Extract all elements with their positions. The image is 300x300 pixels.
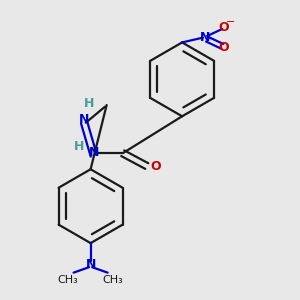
Text: O: O — [151, 160, 161, 172]
Text: N: N — [200, 31, 210, 44]
Text: O: O — [218, 41, 229, 54]
Text: CH₃: CH₃ — [58, 275, 79, 285]
Text: −: − — [226, 16, 236, 27]
Text: H: H — [74, 140, 85, 153]
Text: CH₃: CH₃ — [103, 275, 123, 285]
Text: H: H — [84, 97, 94, 110]
Text: N: N — [85, 258, 96, 271]
Text: O: O — [218, 22, 229, 34]
Text: N: N — [88, 146, 99, 159]
Text: N: N — [79, 113, 89, 126]
